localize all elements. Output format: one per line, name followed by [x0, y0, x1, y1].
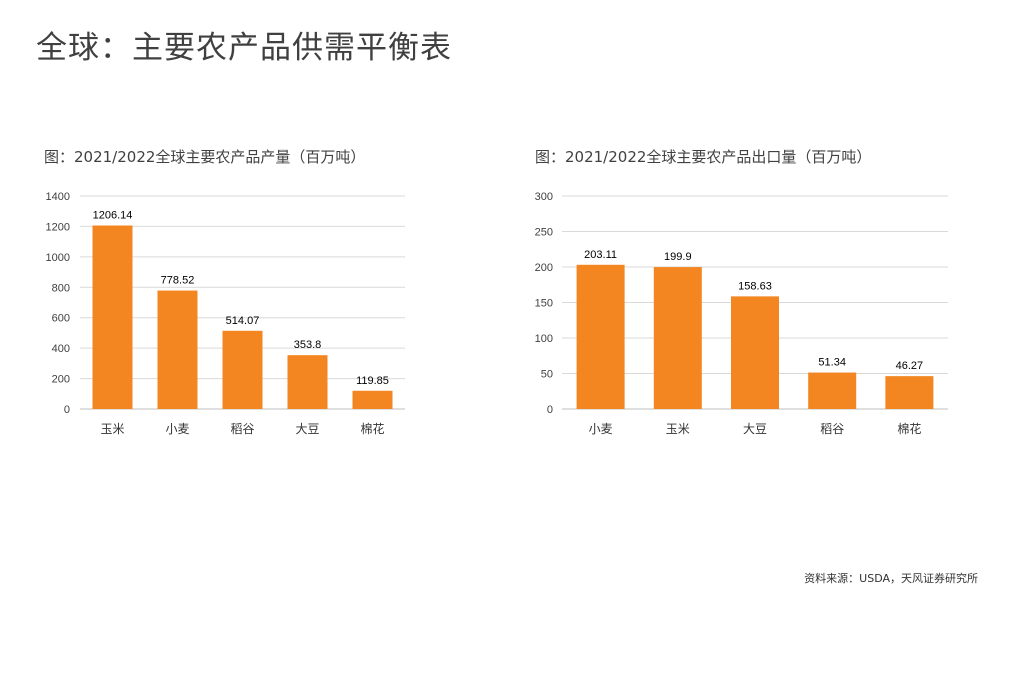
export-data-label: 199.9	[664, 251, 692, 263]
export-category-label: 稻谷	[820, 422, 844, 436]
export-y-tick-label: 100	[535, 333, 553, 345]
export-y-tick-label: 150	[535, 298, 553, 310]
production-y-tick-label: 200	[52, 374, 70, 386]
production-bar	[92, 225, 133, 409]
production-data-label: 778.52	[161, 275, 195, 287]
production-data-label: 119.85	[356, 375, 389, 387]
source-note: 资料来源：USDA，天风证券研究所	[804, 572, 978, 585]
export-data-label: 46.27	[896, 360, 924, 372]
production-y-tick-label: 1400	[46, 191, 70, 203]
export-bar	[576, 264, 625, 409]
production-y-tick-label: 1200	[46, 221, 70, 233]
production-y-tick-label: 0	[64, 404, 70, 416]
production-data-label: 353.8	[294, 339, 322, 351]
export-y-tick-label: 0	[547, 404, 553, 416]
production-chart-title: 图：2021/2022全球主要农产品产量（百万吨）	[44, 148, 366, 166]
production-category-label: 稻谷	[230, 422, 254, 436]
export-y-tick-label: 250	[535, 227, 553, 239]
export-bar-chart: 0 50 100 150 200 250 300 203.11 小麦 199.9 玉米 158.63 大…	[535, 191, 948, 436]
page-title: 全球：主要农产品供需平衡表	[36, 30, 452, 66]
export-data-label: 51.34	[818, 357, 846, 369]
production-bar	[157, 290, 198, 409]
export-data-label: 158.63	[738, 280, 772, 292]
production-category-label: 棉花	[360, 421, 384, 436]
export-category-label: 棉花	[897, 421, 921, 436]
production-y-tick-label: 800	[52, 282, 70, 294]
production-y-tick-label: 600	[52, 313, 70, 325]
production-category-label: 玉米	[100, 422, 124, 436]
export-category-label: 大豆	[743, 422, 767, 436]
production-category-label: 小麦	[165, 422, 189, 436]
export-chart-title: 图：2021/2022全球主要农产品出口量（百万吨）	[535, 148, 872, 166]
export-y-tick-label: 50	[541, 369, 553, 381]
export-bar	[653, 267, 702, 409]
production-category-label: 大豆	[295, 422, 319, 436]
export-bar	[808, 372, 857, 409]
export-category-label: 小麦	[589, 422, 613, 436]
export-bar	[885, 376, 934, 409]
export-data-label: 203.11	[584, 249, 617, 261]
export-bar	[731, 296, 779, 409]
production-y-tick-label: 400	[52, 343, 70, 355]
production-bar	[222, 330, 263, 409]
production-bar	[287, 355, 328, 409]
production-data-label: 1206.14	[93, 209, 133, 221]
export-y-tick-label: 300	[535, 191, 553, 203]
production-data-label: 514.07	[226, 315, 260, 327]
production-bar	[352, 390, 393, 409]
production-bar-chart: 0 200 400 600 800 1000 1200 1400 1206.14 玉米 778.52…	[46, 191, 405, 436]
export-y-tick-label: 200	[535, 262, 553, 274]
production-y-tick-label: 1000	[46, 252, 70, 264]
export-category-label: 玉米	[666, 422, 690, 436]
